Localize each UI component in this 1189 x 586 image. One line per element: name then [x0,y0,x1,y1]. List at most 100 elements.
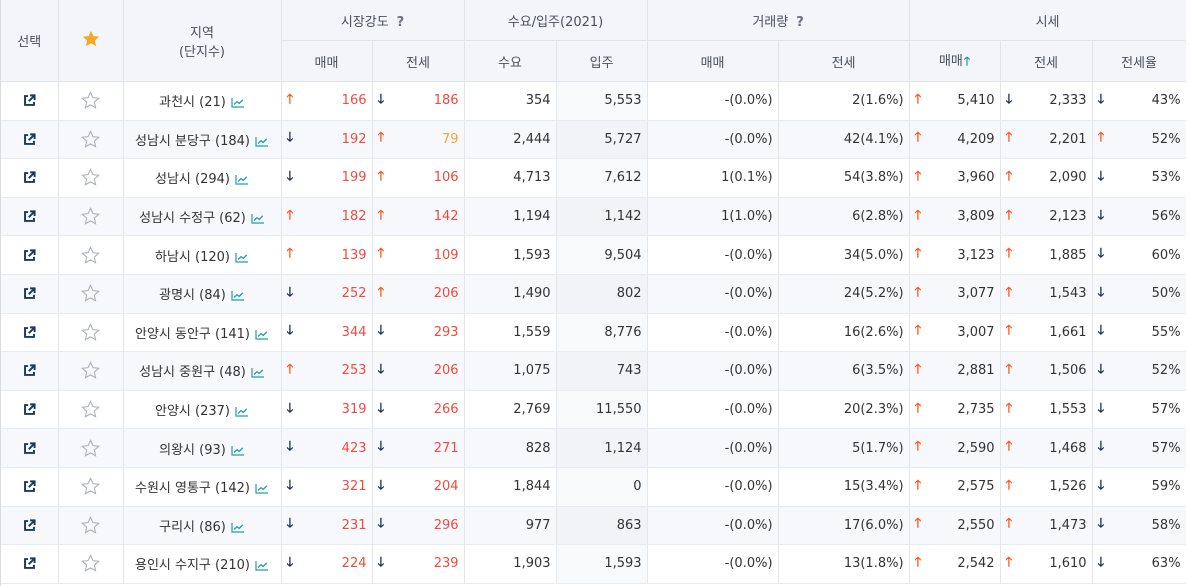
star-outline-icon[interactable] [80,283,101,304]
external-link-icon[interactable] [23,519,36,532]
select-cell[interactable] [1,158,59,198]
favorite-cell[interactable] [58,390,124,430]
table-row[interactable]: 성남시 중원구 (48) 🡑 253 🡓 206 1,075 743 -(0.0%) 6(3.5… [1,351,1186,391]
favorite-cell[interactable] [58,235,124,275]
external-link-icon[interactable] [23,442,36,455]
select-cell[interactable] [1,428,59,468]
trend-chart-icon[interactable] [231,290,245,301]
sort-volume-jeonse[interactable]: 전세 [778,40,910,82]
sort-market-jeonse[interactable]: 전세 [372,40,465,82]
star-outline-icon[interactable] [80,553,101,574]
favorite-cell[interactable] [58,120,124,160]
trend-chart-icon[interactable] [255,560,269,572]
trend-chart-icon[interactable] [235,252,249,263]
external-link-icon[interactable] [23,249,36,262]
table-row[interactable]: 안양시 (237) 🡓 319 🡓 266 2,769 11,550 -(0.0%) 20(2.… [1,390,1186,430]
region-cell[interactable]: 의왕시 (93) [123,428,282,468]
sort-jeonse-ratio[interactable]: 전세율 [1092,40,1186,82]
help-icon[interactable]: ? [396,14,405,30]
trend-chart-icon[interactable] [231,522,245,533]
region-name[interactable]: 하남시 (120) [155,249,230,265]
table-row[interactable]: 하남시 (120) 🡑 139 🡑 109 1,593 9,504 -(0.0%) 34(5.0… [1,235,1186,275]
table-row[interactable]: 의왕시 (93) 🡓 423 🡓 271 828 1,124 -(0.0%) 5(1.7%) 🡑 2… [1,428,1186,468]
external-link-icon[interactable] [23,557,36,570]
external-link-icon[interactable] [23,403,36,416]
region-cell[interactable]: 성남시 수정구 (62) [123,197,282,237]
favorite-cell[interactable] [58,351,124,391]
region-cell[interactable]: 광명시 (84) [123,274,282,314]
trend-chart-icon[interactable] [255,136,269,147]
header-favorite[interactable] [58,0,124,82]
favorite-cell[interactable] [58,274,124,314]
select-cell[interactable] [1,120,59,160]
table-row[interactable]: 과천시 (21) 🡑 166 🡓 186 354 5,553 -(0.0%) 2(1.6%) 🡑 5… [1,81,1186,121]
select-cell[interactable] [1,235,59,275]
table-row[interactable]: 구리시 (86) 🡓 231 🡓 296 977 863 -(0.0%) 17(6.0%) 🡑 2,… [1,506,1186,546]
star-outline-icon[interactable] [80,399,101,420]
sort-market-sale[interactable]: 매매 [281,40,373,82]
select-cell[interactable] [1,467,59,507]
star-outline-icon[interactable] [80,245,101,266]
table-row[interactable]: 용인시 수지구 (210) 🡓 224 🡓 239 1,903 1,593 -(0.0%) 13… [1,544,1186,584]
sort-movein[interactable]: 입주 [556,40,648,82]
region-name[interactable]: 안양시 (237) [155,404,230,420]
external-link-icon[interactable] [23,94,36,107]
table-row[interactable]: 성남시 수정구 (62) 🡑 182 🡑 142 1,194 1,142 1(1.0%) 6(2… [1,197,1186,237]
star-outline-icon[interactable] [80,360,101,381]
favorite-cell[interactable] [58,197,124,237]
favorite-cell[interactable] [58,544,124,584]
region-name[interactable]: 의왕시 (93) [159,442,226,458]
region-name[interactable]: 구리시 (86) [159,519,226,535]
table-row[interactable]: 수원시 영통구 (142) 🡓 321 🡓 204 1,844 0 -(0.0%) 15(3.4… [1,467,1186,507]
region-cell[interactable]: 구리시 (86) [123,506,282,546]
region-name[interactable]: 성남시 중원구 (48) [139,365,246,381]
star-outline-icon[interactable] [80,167,101,188]
region-name[interactable]: 용인시 수지구 (210) [135,558,250,574]
select-cell[interactable] [1,313,59,353]
select-cell[interactable] [1,544,59,584]
external-link-icon[interactable] [23,287,36,300]
trend-chart-icon[interactable] [235,406,249,417]
sort-demand[interactable]: 수요 [464,40,557,82]
external-link-icon[interactable] [23,364,36,377]
region-cell[interactable]: 안양시 (237) [123,390,282,430]
region-cell[interactable]: 하남시 (120) [123,235,282,275]
region-cell[interactable]: 수원시 영통구 (142) [123,467,282,507]
star-outline-icon[interactable] [80,438,101,459]
region-cell[interactable]: 성남시 (294) [123,158,282,198]
select-cell[interactable] [1,506,59,546]
region-cell[interactable]: 안양시 동안구 (141) [123,313,282,353]
trend-chart-icon[interactable] [231,445,245,456]
star-outline-icon[interactable] [80,90,101,111]
external-link-icon[interactable] [23,326,36,339]
region-cell[interactable]: 용인시 수지구 (210) [123,544,282,584]
trend-chart-icon[interactable] [255,483,269,494]
header-region[interactable]: 지역 (단지수) [123,0,282,82]
table-row[interactable]: 성남시 분당구 (184) 🡓 192 🡑 79 2,444 5,727 -(0.0%) 42(… [1,120,1186,160]
select-cell[interactable] [1,274,59,314]
region-cell[interactable]: 과천시 (21) [123,81,282,121]
star-outline-icon[interactable] [80,322,101,343]
star-outline-icon[interactable] [80,206,101,227]
region-name[interactable]: 성남시 분당구 (184) [135,133,250,149]
sort-price-jeonse[interactable]: 전세 [1000,40,1093,82]
trend-chart-icon[interactable] [231,97,245,108]
region-name[interactable]: 안양시 동안구 (141) [135,326,250,342]
region-cell[interactable]: 성남시 분당구 (184) [123,120,282,160]
trend-chart-icon[interactable] [255,329,269,340]
sort-volume-sale[interactable]: 매매 [647,40,779,82]
favorite-cell[interactable] [58,313,124,353]
external-link-icon[interactable] [23,171,36,184]
trend-chart-icon[interactable] [235,174,249,186]
trend-chart-icon[interactable] [251,213,265,224]
region-name[interactable]: 광명시 (84) [159,288,226,304]
region-name[interactable]: 과천시 (21) [159,95,226,111]
region-name[interactable]: 수원시 영통구 (142) [135,481,250,497]
select-cell[interactable] [1,390,59,430]
select-cell[interactable] [1,351,59,391]
region-cell[interactable]: 성남시 중원구 (48) [123,351,282,391]
trend-chart-icon[interactable] [251,367,265,379]
select-cell[interactable] [1,81,59,121]
table-row[interactable]: 성남시 (294) 🡓 199 🡑 106 4,713 7,612 1(0.1%) 54(3.8… [1,158,1186,198]
favorite-cell[interactable] [58,506,124,546]
